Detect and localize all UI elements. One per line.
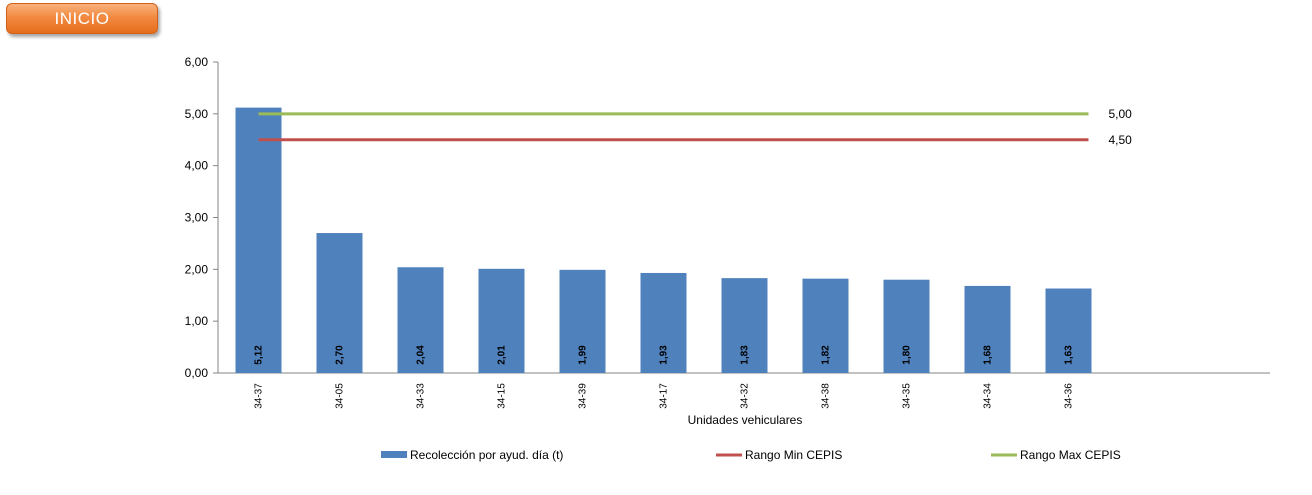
y-tick-label: 0,00	[185, 366, 209, 380]
legend-label: Rango Max CEPIS	[1020, 448, 1121, 462]
bar-data-label: 1,99	[578, 345, 589, 365]
reference-line-label: 5,00	[1109, 107, 1133, 121]
bar	[964, 285, 1011, 373]
legend-label: Rango Min CEPIS	[745, 448, 842, 462]
bar	[640, 272, 687, 373]
bar	[397, 267, 444, 373]
bar-data-label: 1,93	[659, 345, 670, 365]
legend: Recolección por ayud. día (t) Rango Min C…	[381, 448, 1121, 462]
y-tick-label: 6,00	[185, 55, 209, 69]
bar	[478, 268, 525, 373]
bar	[316, 233, 363, 373]
bar-data-label: 2,04	[416, 345, 427, 365]
x-tick-label: 34-33	[416, 383, 427, 409]
bar-data-label: 1,63	[1064, 345, 1075, 365]
y-axis: 0,00 1,00 2,00 3,00 4,00 5,00 6,00	[185, 55, 219, 380]
legend-label: Recolección por ayud. día (t)	[410, 448, 563, 462]
bar	[1045, 288, 1092, 373]
bar	[883, 279, 930, 373]
bar-data-label: 1,68	[983, 345, 994, 365]
x-tick-label: 34-32	[740, 383, 751, 409]
x-tick-label: 34-34	[983, 383, 994, 409]
y-tick-label: 5,00	[185, 107, 209, 121]
bar	[721, 278, 768, 373]
reference-lines: 4,50 5,00	[258, 107, 1133, 147]
x-tick-label: 34-36	[1064, 383, 1075, 409]
bar-data-label: 2,01	[497, 345, 508, 365]
inicio-button[interactable]: INICIO	[6, 3, 158, 34]
x-tick-label: 34-17	[659, 383, 670, 409]
x-tick-label: 34-35	[902, 383, 913, 409]
x-axis-title: Unidades vehiculares	[688, 413, 803, 427]
bar-data-label: 1,83	[740, 345, 751, 365]
x-tick-label: 34-38	[821, 383, 832, 409]
y-tick-label: 3,00	[185, 211, 209, 225]
y-tick-label: 2,00	[185, 262, 209, 276]
x-tick-label: 34-39	[578, 383, 589, 409]
x-tick-label: 34-05	[335, 383, 346, 409]
bar-data-label: 5,12	[254, 345, 265, 365]
bar-series: 5,12 2,70 2,04 2,01 1,99 1,93 1,83 1,82 1,80 1,68…	[235, 107, 1092, 373]
bar-data-label: 2,70	[335, 345, 346, 365]
bar	[559, 269, 606, 373]
x-tick-label: 34-15	[497, 383, 508, 409]
bar-data-label: 1,82	[821, 345, 832, 365]
legend-swatch	[381, 451, 407, 458]
x-axis: 34-37 34-05 34-33 34-15 34-39 34-17 34-32 34-38…	[218, 372, 1270, 409]
bar-data-label: 1,80	[902, 345, 913, 365]
reference-line-label: 4,50	[1109, 133, 1133, 147]
y-tick-label: 4,00	[185, 159, 209, 173]
y-tick-label: 1,00	[185, 314, 209, 328]
bar	[802, 278, 849, 373]
x-tick-label: 34-37	[254, 383, 265, 409]
bar	[235, 107, 282, 373]
